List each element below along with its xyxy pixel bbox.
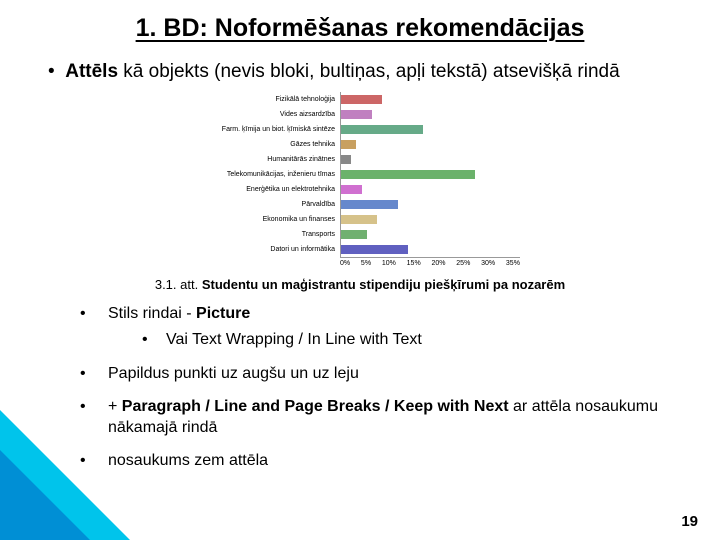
chart-bar-area bbox=[340, 107, 520, 122]
text-run: nosaukums zem attēla bbox=[108, 452, 268, 469]
text-run: Vai bbox=[166, 331, 192, 348]
chart-row-label: Transports bbox=[195, 231, 340, 238]
chart: Fizikālā tehnoloģija Vides aizsardzība Far… bbox=[195, 92, 525, 267]
text-run: Picture bbox=[196, 305, 250, 322]
content-area: • Attēls kā objekts (nevis bloki, bultiņ… bbox=[0, 43, 720, 472]
chart-row-label: Telekomunikācijas, inženieru tīmas bbox=[195, 171, 340, 178]
text-run: Text Wrapping / In Line with Text bbox=[192, 331, 422, 348]
chart-bar-area bbox=[340, 152, 520, 167]
list-item-body: Stils rindai - Picture •Vai Text Wrapping… bbox=[108, 304, 422, 351]
chart-row: Fizikālā tehnoloģija bbox=[195, 92, 525, 107]
chart-bar bbox=[341, 230, 367, 239]
chart-row-label: Humanitārās zinātnes bbox=[195, 156, 340, 163]
chart-row-label: Enerģētika un elektrotehnika bbox=[195, 186, 340, 193]
bullet-dot: • bbox=[80, 304, 108, 351]
text-run: Paragraph / Line and Page Breaks / Keep … bbox=[117, 398, 513, 415]
chart-tick: 25% bbox=[456, 260, 470, 267]
list-item-body: nosaukums zem attēla bbox=[108, 451, 268, 471]
chart-bar-area bbox=[340, 167, 520, 182]
chart-tick: 5% bbox=[361, 260, 371, 267]
chart-bar bbox=[341, 215, 377, 224]
lead-plain: kā objekts (nevis bloki, bultiņas, apļi … bbox=[118, 61, 620, 82]
list-item: •Stils rindai - Picture•Vai Text Wrappin… bbox=[80, 304, 684, 351]
chart-row-label: Gāzes tehnika bbox=[195, 141, 340, 148]
chart-bar-area bbox=[340, 212, 520, 227]
sub-item-body: Vai Text Wrapping / In Line with Text bbox=[166, 330, 422, 350]
list-item: •nosaukums zem attēla bbox=[80, 451, 684, 471]
list-item: •Papildus punkti uz augšu un uz leju bbox=[80, 364, 684, 384]
chart-tick: 0% bbox=[340, 260, 350, 267]
chart-bar bbox=[341, 140, 356, 149]
chart-bar-area bbox=[340, 122, 520, 137]
chart-bar bbox=[341, 185, 362, 194]
chart-row: Telekomunikācijas, inženieru tīmas bbox=[195, 167, 525, 182]
chart-row-label: Datori un informātika bbox=[195, 246, 340, 253]
chart-bar bbox=[341, 200, 398, 209]
list-item-body: + Paragraph / Line and Page Breaks / Kee… bbox=[108, 397, 684, 438]
chart-row-label: Ekonomika un finanses bbox=[195, 216, 340, 223]
caption-prefix: 3.1. att. bbox=[155, 277, 202, 292]
slide-title: 1. BD: Noformēšanas rekomendācijas bbox=[0, 0, 720, 43]
chart-bar bbox=[341, 245, 408, 254]
chart-bar-area bbox=[340, 197, 520, 212]
caption-bold: Studentu un maģistrantu stipendiju piešķ… bbox=[202, 277, 565, 292]
chart-row-label: Vides aizsardzība bbox=[195, 111, 340, 118]
chart-row-label: Pārvaldība bbox=[195, 201, 340, 208]
bullet-dot: • bbox=[142, 330, 166, 350]
chart-bar-area bbox=[340, 137, 520, 152]
chart-row: Enerģētika un elektrotehnika bbox=[195, 182, 525, 197]
list-item-body: Papildus punkti uz augšu un uz leju bbox=[108, 364, 359, 384]
chart-axis: 0% 5% 10% 15% 20% 25% 30% 35% bbox=[340, 257, 520, 267]
chart-row: Ekonomika un finanses bbox=[195, 212, 525, 227]
chart-bar bbox=[341, 125, 423, 134]
chart-row: Vides aizsardzība bbox=[195, 107, 525, 122]
chart-row: Farm. ķīmija un biot. ķīmiskā sintēze bbox=[195, 122, 525, 137]
chart-tick: 20% bbox=[431, 260, 445, 267]
page-number: 19 bbox=[681, 513, 698, 530]
chart-bar bbox=[341, 170, 475, 179]
chart-row-label: Farm. ķīmija un biot. ķīmiskā sintēze bbox=[195, 126, 340, 133]
chart-bar-area bbox=[340, 92, 520, 107]
chart-tick: 10% bbox=[382, 260, 396, 267]
chart-row: Transports bbox=[195, 227, 525, 242]
sub-list-item: •Vai Text Wrapping / In Line with Text bbox=[108, 330, 422, 350]
chart-tick: 30% bbox=[481, 260, 495, 267]
chart-row: Datori un informātika bbox=[195, 242, 525, 257]
list-item: •+ Paragraph / Line and Page Breaks / Ke… bbox=[80, 397, 684, 438]
chart-bar-area bbox=[340, 227, 520, 242]
chart-row: Gāzes tehnika bbox=[195, 137, 525, 152]
chart-bar bbox=[341, 95, 382, 104]
chart-bar-area bbox=[340, 182, 520, 197]
chart-bar bbox=[341, 155, 351, 164]
chart-caption: 3.1. att. Studentu un maģistrantu stipen… bbox=[36, 277, 684, 292]
lead-bullet: • Attēls kā objekts (nevis bloki, bultiņ… bbox=[48, 61, 684, 84]
chart-tick: 15% bbox=[407, 260, 421, 267]
chart-row: Pārvaldība bbox=[195, 197, 525, 212]
text-run: Stils rindai - bbox=[108, 305, 196, 322]
chart-row-label: Fizikālā tehnoloģija bbox=[195, 96, 340, 103]
chart-bar bbox=[341, 110, 372, 119]
chart-bar-area bbox=[340, 242, 520, 257]
lead-bold: Attēls bbox=[65, 61, 118, 82]
corner-decoration bbox=[0, 410, 130, 540]
chart-row: Humanitārās zinātnes bbox=[195, 152, 525, 167]
bullet-list: •Stils rindai - Picture•Vai Text Wrappin… bbox=[36, 304, 684, 472]
bullet-dot: • bbox=[80, 364, 108, 384]
text-run: Papildus punkti uz augšu un uz leju bbox=[108, 365, 359, 382]
chart-tick: 35% bbox=[506, 260, 520, 267]
